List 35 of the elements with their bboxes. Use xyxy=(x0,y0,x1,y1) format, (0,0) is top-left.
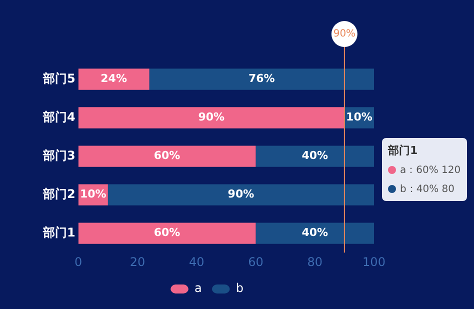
ref-line-label: 90% xyxy=(333,28,356,40)
bar xyxy=(108,184,374,206)
data-label: 60% xyxy=(154,149,180,162)
y-tick-label: 部门2 xyxy=(42,186,76,201)
data-label: 90% xyxy=(228,188,254,201)
legend-label: b xyxy=(236,281,244,296)
y-tick-label: 部门5 xyxy=(42,71,76,86)
bar xyxy=(256,146,374,167)
data-label: 60% xyxy=(154,226,180,240)
bar xyxy=(78,68,150,90)
x-tick-label: 0 xyxy=(74,254,82,269)
bar xyxy=(78,222,256,244)
data-label: 40% xyxy=(302,149,328,162)
bar xyxy=(78,107,344,128)
legend-label: a xyxy=(194,281,202,296)
x-tick-label: 40 xyxy=(188,254,204,269)
x-tick-label: 100 xyxy=(362,254,386,269)
bar xyxy=(149,68,374,90)
data-label: 40% xyxy=(302,226,328,240)
x-tick-label: 80 xyxy=(307,254,323,269)
data-label: 90% xyxy=(198,110,225,124)
y-tick-label: 部门1 xyxy=(42,225,76,240)
data-label: 10% xyxy=(80,188,106,201)
text: 部门1 xyxy=(388,144,418,157)
text: a：60% 120 xyxy=(400,165,461,176)
data-label: 10% xyxy=(346,110,372,124)
y-tick-label: 部门4 xyxy=(42,110,76,124)
text: b：40% 80 xyxy=(400,184,454,195)
bar xyxy=(256,222,374,244)
x-tick-label: 20 xyxy=(130,254,146,269)
bar xyxy=(78,146,256,167)
data-label: 76% xyxy=(248,72,275,86)
x-tick-label: 60 xyxy=(248,254,264,269)
data-label: 24% xyxy=(100,72,127,86)
y-tick-label: 部门3 xyxy=(42,148,76,162)
